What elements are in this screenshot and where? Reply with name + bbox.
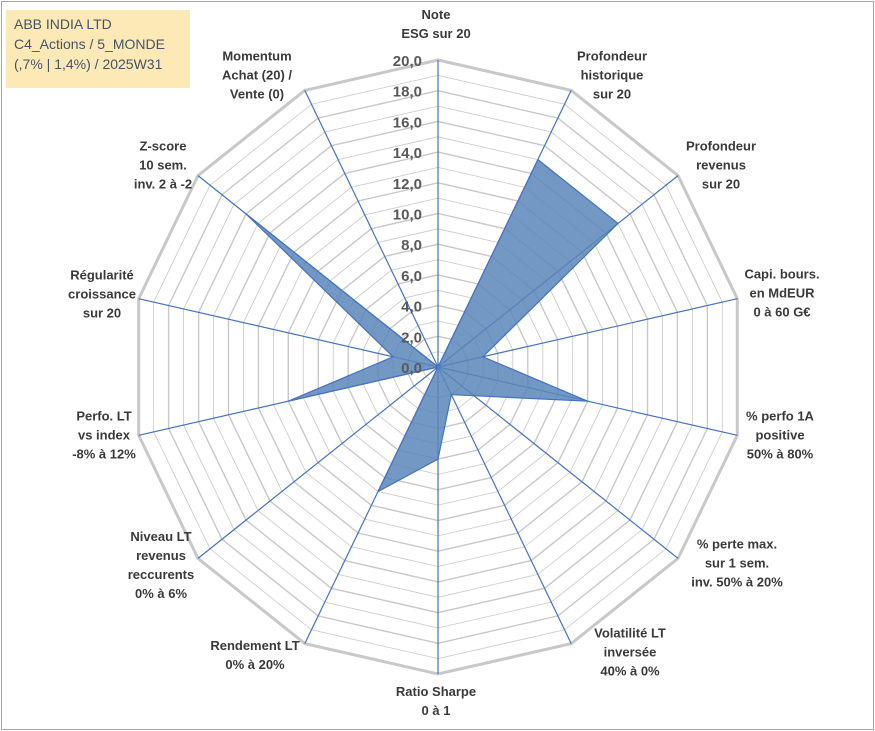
axis-label: Capi. bours. en MdEUR 0 à 60 G€ — [744, 267, 819, 320]
axis-label-line: Profondeur — [686, 139, 756, 154]
tick-label: 16,0 — [393, 114, 422, 131]
tick-label: 18,0 — [393, 84, 422, 101]
axis-label: Perfo. LT vs index -8% à 12% — [72, 409, 136, 462]
axis-label-line: positive — [755, 428, 804, 443]
tick-label: 2,0 — [401, 329, 422, 346]
axis-spoke — [197, 366, 439, 559]
series-area — [245, 158, 619, 493]
axis-label-line: % perte max. — [697, 537, 777, 552]
tick-label: 0,0 — [401, 360, 422, 377]
axis-label-line: 0% à 20% — [225, 657, 285, 672]
axis-label: Momentum Achat (20) / Vente (0) — [222, 49, 292, 102]
axis-label-line: Profondeur — [577, 49, 647, 64]
axis-label: Ratio Sharpe 0 à 1 — [396, 684, 476, 718]
axis-label-line: reccurents — [128, 567, 194, 582]
tick-label: 20,0 — [393, 53, 422, 70]
axis-spoke — [437, 298, 738, 368]
axis-label: % perte max. sur 1 sem. inv. 50% à 20% — [691, 537, 783, 590]
axis-spoke — [437, 366, 679, 559]
tick-label: 10,0 — [393, 207, 422, 224]
axis-label-line: vs index — [78, 428, 131, 443]
axis-spoke — [437, 366, 572, 644]
axis-label-line: % perfo 1A — [746, 409, 815, 424]
axis-label-line: 40% à 0% — [600, 664, 660, 679]
axis-label-line: ESG sur 20 — [401, 26, 470, 41]
axis-label-line: Régularité — [70, 268, 134, 283]
radar-tick-labels: 0,0 2,0 4,0 6,0 8,0 10,0 12,0 14,0 16,0 18,0 20,0 — [393, 53, 422, 377]
tick-label: 4,0 — [401, 299, 422, 316]
axis-label-line: Achat (20) / — [222, 68, 292, 83]
category-label: C4_Actions / 5_MONDE — [14, 36, 165, 52]
axis-label-line: revenus — [696, 158, 746, 173]
axis-label-line: inv. 2 à -2 — [134, 177, 192, 192]
axis-label-line: revenus — [136, 548, 186, 563]
axis-label-line: 50% à 80% — [747, 447, 814, 462]
radar-series — [245, 158, 619, 493]
axis-label-line: -8% à 12% — [72, 447, 136, 462]
axis-label-line: sur 20 — [702, 177, 740, 192]
axis-label-line: historique — [581, 68, 644, 83]
axis-label: Niveau LT revenus reccurents 0% à 6% — [128, 529, 194, 601]
axis-label-line: 0 à 1 — [422, 703, 451, 718]
axis-label-line: 10 sem. — [139, 158, 187, 173]
axis-label-line: Niveau LT — [130, 529, 191, 544]
axis-label-line: sur 20 — [83, 306, 121, 321]
axis-label-line: Perfo. LT — [76, 409, 131, 424]
tick-label: 14,0 — [393, 145, 422, 162]
axis-label-line: Z-score — [140, 139, 187, 154]
axis-label-line: croissance — [68, 287, 136, 302]
axis-label-line: sur 1 sem. — [705, 556, 769, 571]
axis-label: % perfo 1A positive 50% à 80% — [746, 409, 815, 462]
axis-label: Note ESG sur 20 — [401, 7, 470, 41]
axis-label-line: inv. 50% à 20% — [691, 575, 783, 590]
axis-label-line: Note — [422, 7, 451, 22]
axis-label-line: Rendement LT — [210, 638, 299, 653]
axis-label-line: 0% à 6% — [135, 586, 187, 601]
axis-label-line: en MdEUR — [750, 286, 816, 301]
axis-label: Régularité croissance sur 20 — [68, 268, 136, 321]
period-label: (,7% | 1,4%) / 2025W31 — [14, 56, 163, 72]
axis-label-line: Volatilité LT — [594, 626, 666, 641]
company-name: ABB INDIA LTD — [14, 16, 112, 32]
info-box: ABB INDIA LTD C4_Actions / 5_MONDE (,7% … — [6, 10, 190, 88]
axis-label: Z-score 10 sem. inv. 2 à -2 — [134, 139, 192, 192]
axis-label-line: Capi. bours. — [744, 267, 819, 282]
tick-label: 12,0 — [393, 176, 422, 193]
axis-spoke — [138, 298, 439, 368]
axis-label-line: Vente (0) — [230, 87, 284, 102]
radar-axis-labels: Note ESG sur 20 Profondeur historique sur 20… — [68, 7, 820, 718]
tick-label: 8,0 — [401, 237, 422, 254]
axis-label: Rendement LT 0% à 20% — [210, 638, 299, 672]
axis-label-line: Ratio Sharpe — [396, 684, 476, 699]
axis-label: Profondeur revenus sur 20 — [686, 139, 756, 192]
axis-label-line: Momentum — [222, 49, 291, 64]
axis-label: Volatilité LT inversée 40% à 0% — [594, 626, 666, 679]
axis-label-line: sur 20 — [593, 87, 631, 102]
axis-spoke — [304, 90, 439, 368]
tick-label: 6,0 — [401, 268, 422, 285]
axis-label-line: inversée — [604, 645, 657, 660]
axis-label-line: 0 à 60 G€ — [753, 305, 810, 320]
axis-label: Profondeur historique sur 20 — [577, 49, 647, 102]
